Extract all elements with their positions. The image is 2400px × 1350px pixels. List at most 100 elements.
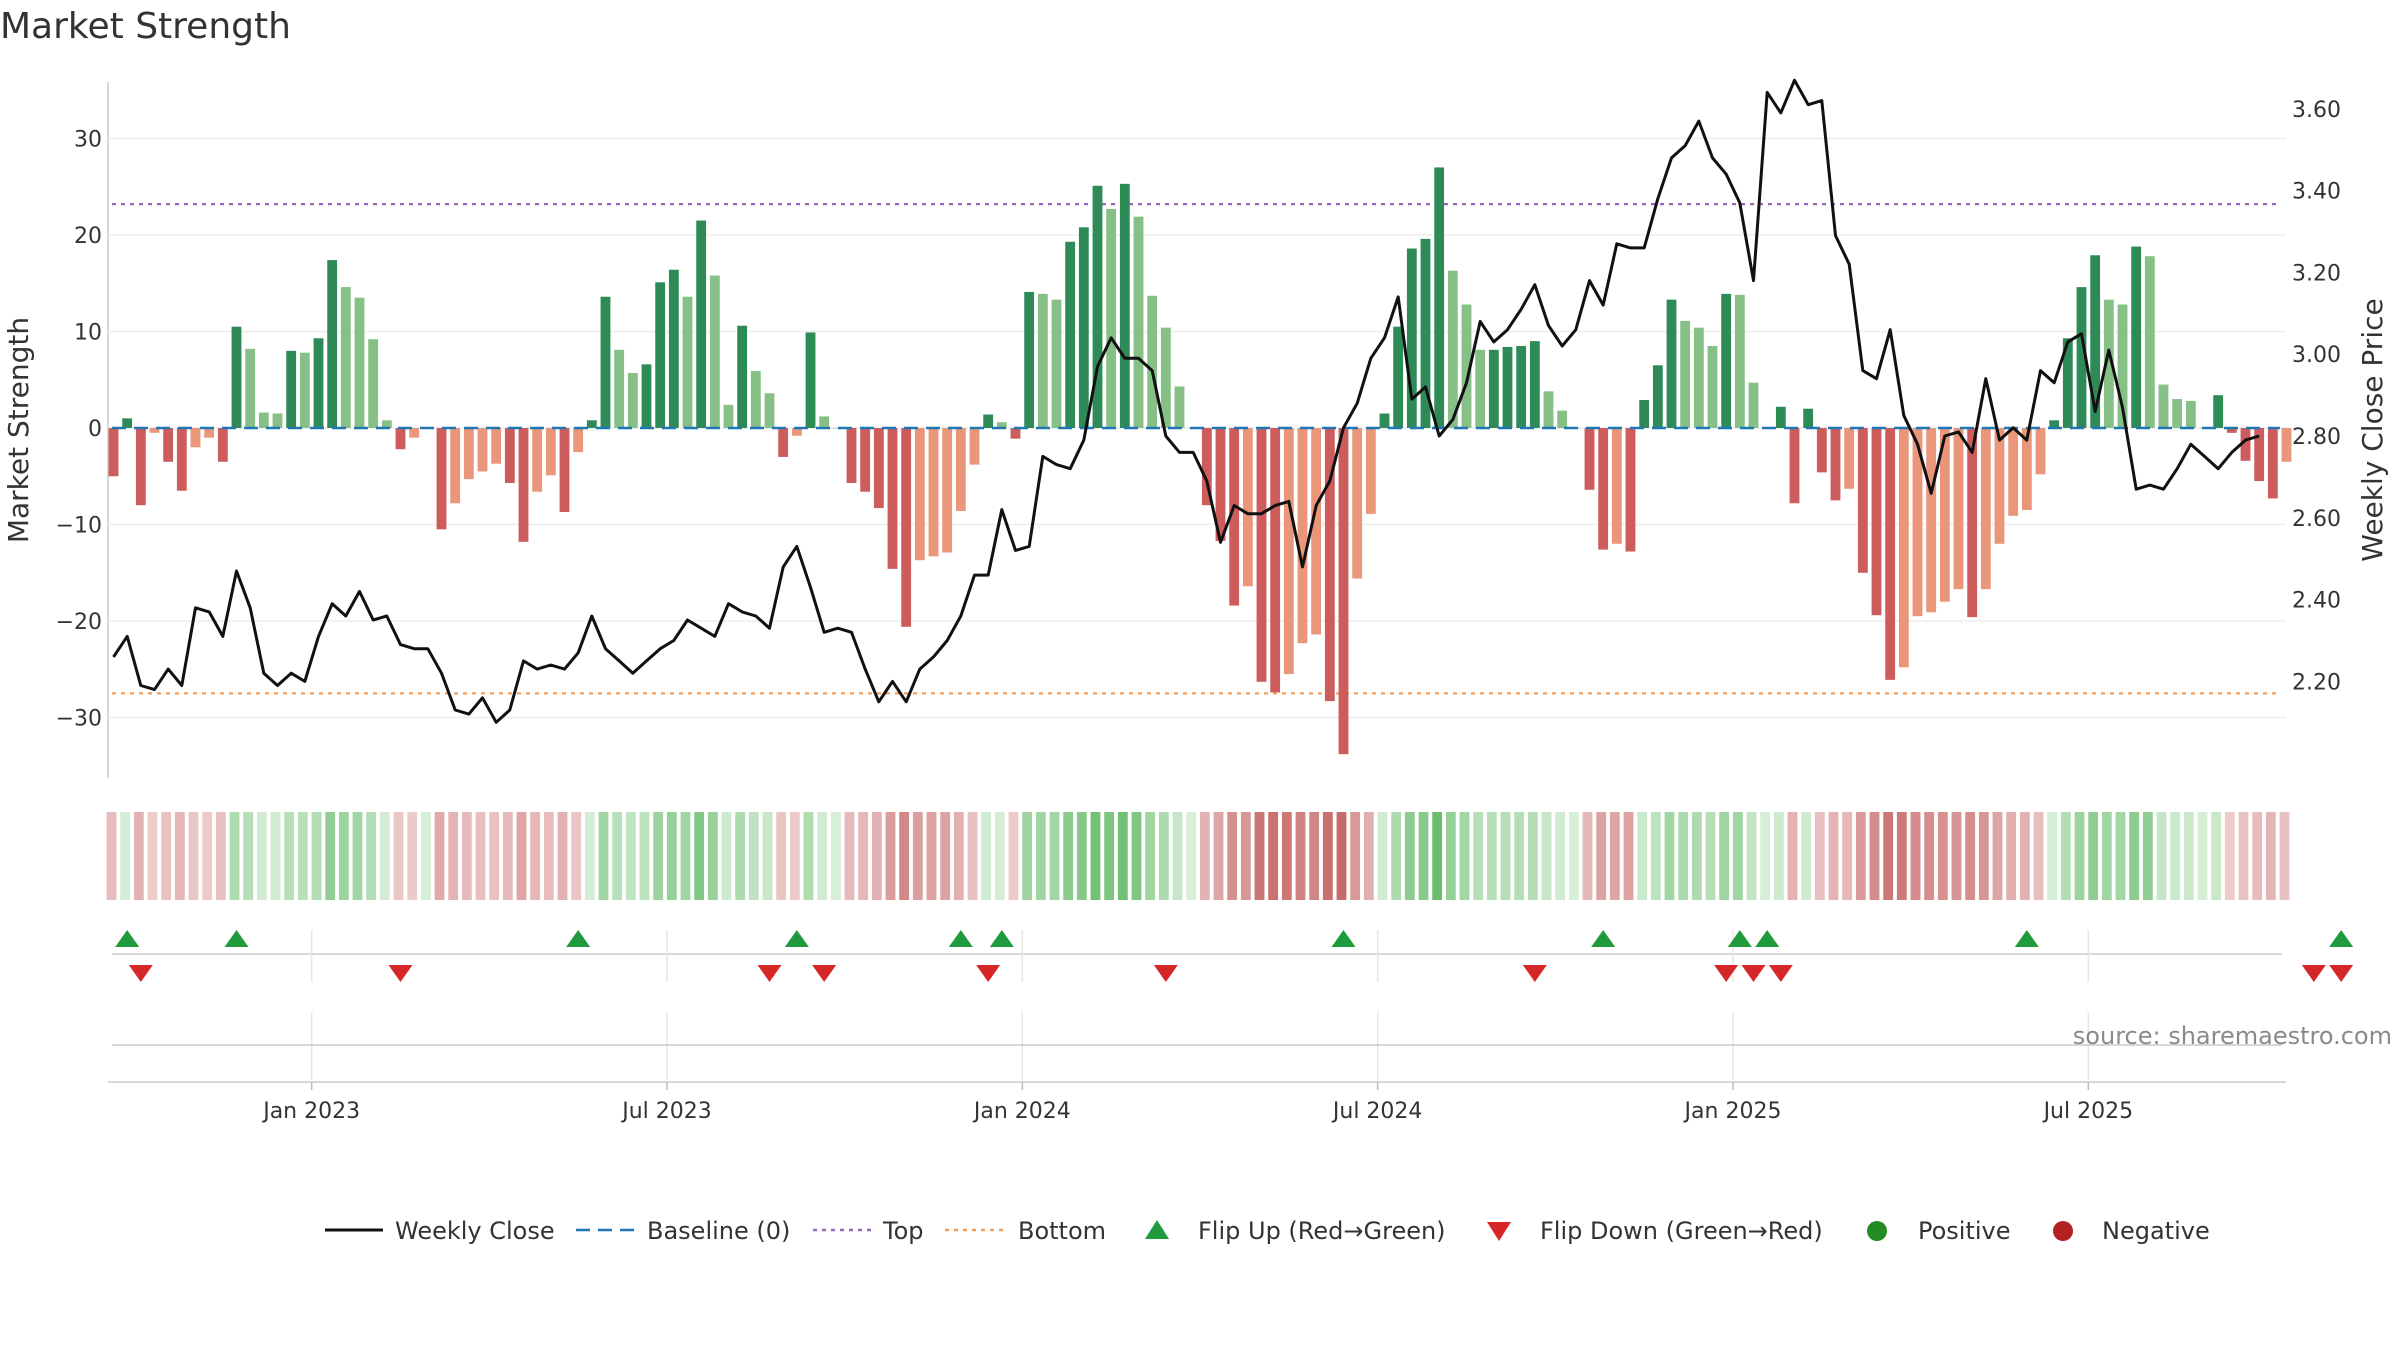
- strip-cell: [2183, 812, 2194, 900]
- strip-cell: [625, 812, 636, 900]
- strength-bar: [901, 428, 912, 627]
- strip-cell: [502, 812, 513, 900]
- strength-bar: [1229, 428, 1240, 606]
- strength-bar: [832, 428, 843, 429]
- strength-bar: [395, 428, 406, 450]
- strength-bar: [942, 428, 953, 553]
- strength-bar: [1871, 428, 1882, 616]
- strip-cell: [1145, 812, 1156, 900]
- flip-up-marker: [2014, 930, 2039, 947]
- strength-bar: [258, 412, 269, 428]
- strength-bar: [1406, 248, 1417, 428]
- strength-bar: [1611, 428, 1622, 544]
- strip-cell: [1555, 812, 1566, 900]
- strength-bar: [1393, 326, 1404, 428]
- strip-cell: [1268, 812, 1279, 900]
- strip-cell: [571, 812, 582, 900]
- strength-bar: [1010, 428, 1021, 439]
- strength-bar: [2254, 428, 2265, 482]
- strip-cell: [789, 812, 800, 900]
- strip-cell: [161, 812, 172, 900]
- strength-bar: [1652, 365, 1663, 428]
- strip-cell: [830, 812, 841, 900]
- strip-cell: [2156, 812, 2167, 900]
- strength-bar: [2117, 304, 2128, 428]
- legend-item-top: Top: [813, 1217, 924, 1245]
- bottom-empty-panel: [108, 1012, 2286, 1083]
- flip-up-marker: [566, 930, 591, 947]
- strength-bar: [204, 428, 215, 438]
- strength-bar: [2021, 428, 2032, 511]
- flip-up-marker: [784, 930, 809, 947]
- strip-cell: [1937, 812, 1948, 900]
- flip-up-marker: [1591, 930, 1616, 947]
- strip-cell: [1186, 812, 1197, 900]
- strip-cell: [2047, 812, 2058, 900]
- strength-bar: [2172, 399, 2183, 428]
- strip-cell: [1637, 812, 1648, 900]
- flip-down-marker: [1768, 965, 1793, 982]
- strength-bar: [1488, 349, 1499, 428]
- strength-bar: [1885, 428, 1896, 680]
- x-axis-ticks: Jan 2023 Jul 2023 Jan 2024 Jul 2024 Jan 2025…: [261, 1082, 2133, 1124]
- strength-bar: [545, 428, 556, 476]
- strip-cell: [1459, 812, 1470, 900]
- strip-cell: [1801, 812, 1812, 900]
- strip-cell: [1227, 812, 1238, 900]
- strip-cell: [803, 812, 814, 900]
- strength-bar: [1939, 428, 1950, 602]
- strip-cell: [297, 812, 308, 900]
- strength-bar: [1324, 428, 1335, 702]
- strip-cell: [1486, 812, 1497, 900]
- strip-cell: [461, 812, 472, 900]
- strip-cell: [2238, 812, 2249, 900]
- strength-bar: [2090, 255, 2101, 428]
- y2-tick-label: 2.60: [2292, 507, 2341, 532]
- strip-cell: [188, 812, 199, 900]
- strength-bar: [1338, 428, 1349, 755]
- strip-cell: [530, 812, 541, 900]
- strength-bar: [1051, 299, 1062, 428]
- strength-bar: [1447, 270, 1458, 428]
- strip-cell: [407, 812, 418, 900]
- strength-bar: [1434, 167, 1445, 428]
- strength-bar: [1215, 428, 1226, 541]
- strength-bar: [914, 428, 925, 561]
- strength-bar: [1352, 428, 1363, 579]
- strength-bar: [1283, 428, 1294, 675]
- strength-bar: [1721, 293, 1732, 428]
- strip-cell: [393, 812, 404, 900]
- strip-cell: [516, 812, 527, 900]
- strength-bar: [245, 348, 256, 428]
- strength-bar: [1242, 428, 1253, 587]
- strip-cell: [379, 812, 390, 900]
- strength-bar: [504, 428, 515, 484]
- strip-cell: [1883, 812, 1894, 900]
- flip-down-markers: [128, 965, 2354, 982]
- strip-cell: [844, 812, 855, 900]
- strip-cell: [1254, 812, 1265, 900]
- left-y-ticks: 30 20 10 0 −10 −20 −30: [56, 128, 102, 732]
- strip-cell: [1855, 812, 1866, 900]
- legend-label: Top: [882, 1217, 924, 1245]
- strip-cell: [1910, 812, 1921, 900]
- strength-bar: [1365, 428, 1376, 514]
- strength-bar: [122, 418, 133, 428]
- strip-cell: [2279, 812, 2290, 900]
- strength-bar: [2076, 287, 2087, 428]
- legend-item-negative: Negative: [2053, 1217, 2210, 1245]
- strength-bar: [1529, 341, 1540, 428]
- strip-cell: [366, 812, 377, 900]
- strength-bar: [1789, 428, 1800, 504]
- strip-cell: [1951, 812, 1962, 900]
- strip-cell: [666, 812, 677, 900]
- strength-bar: [696, 220, 707, 428]
- strip-cell: [1609, 812, 1620, 900]
- strength-bar: [518, 428, 529, 542]
- strength-bar: [1666, 299, 1677, 428]
- legend-label: Flip Down (Green→Red): [1540, 1217, 1823, 1245]
- strip-cell: [1691, 812, 1702, 900]
- strength-bar: [1639, 400, 1650, 428]
- strip-cell: [1760, 812, 1771, 900]
- strip-cell: [202, 812, 213, 900]
